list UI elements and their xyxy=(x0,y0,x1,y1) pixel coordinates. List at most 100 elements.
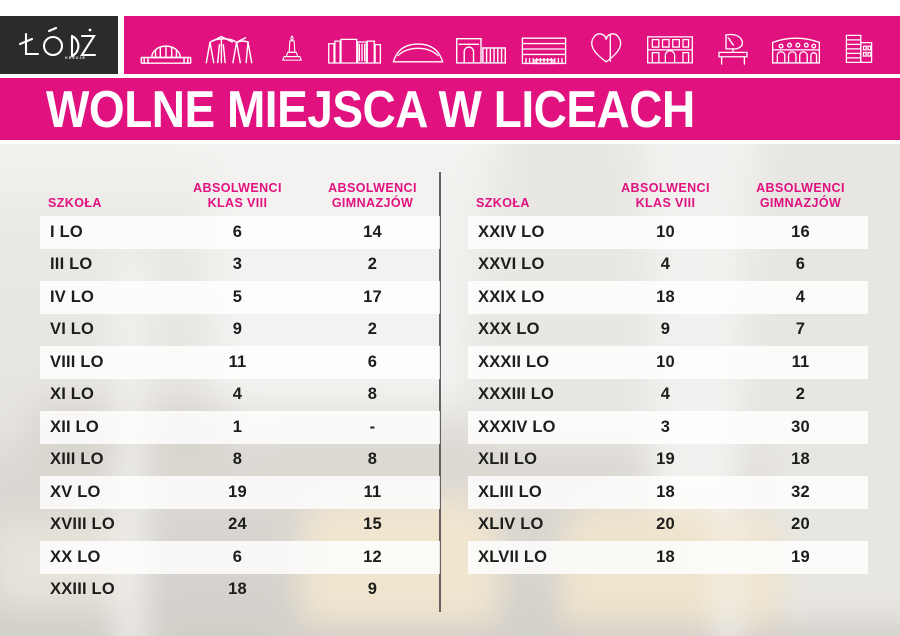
piano-bench-icon xyxy=(705,23,761,67)
header-gymnasium-left: ABSOLWENCI GIMNAZJÓW xyxy=(305,181,440,210)
table-row: XIII LO 8 8 xyxy=(40,444,440,477)
table-row: XX LO 6 12 xyxy=(40,541,440,574)
cell-gymnasium: 14 xyxy=(363,222,382,241)
cell-school: XXIII LO xyxy=(50,580,115,599)
table-row: XXVI LO 4 6 xyxy=(468,249,868,282)
cell-gymnasium: 30 xyxy=(791,417,810,436)
schools-table-left: SZKOŁA ABSOLWENCI KLAS VIII ABSOLWENCI G… xyxy=(40,144,440,606)
header-grade8-line2-right: KLAS VIII xyxy=(635,195,696,210)
table-row: XVIII LO 24 15 xyxy=(40,509,440,542)
cell-school: XLII LO xyxy=(478,450,538,469)
cell-school: XLVII LO xyxy=(478,547,548,566)
cell-grade8: 20 xyxy=(656,515,675,534)
header-gymnasium-line1-right: ABSOLWENCI xyxy=(756,181,845,196)
palace-icon xyxy=(642,23,698,67)
table-body-right: XXIV LO 10 16 XXVI LO 4 6 XXIX LO 18 4 XXX LO 9 7 XX… xyxy=(468,216,868,574)
cell-grade8: 11 xyxy=(228,352,247,371)
cell-grade8: 10 xyxy=(656,352,675,371)
cell-grade8: 19 xyxy=(228,482,247,501)
kosciuszko-monument-icon xyxy=(264,23,320,67)
cell-grade8: 18 xyxy=(656,547,675,566)
cell-school: XXX LO xyxy=(478,320,540,339)
cell-grade8: 8 xyxy=(232,450,243,469)
header-grade8-right: ABSOLWENCI KLAS VIII xyxy=(598,181,733,210)
cell-school: XXXII LO xyxy=(478,352,550,371)
tent-pavilion-icon xyxy=(201,23,257,67)
table-header-row-left: SZKOŁA ABSOLWENCI KLAS VIII ABSOLWENCI G… xyxy=(40,144,440,216)
cell-grade8: 9 xyxy=(660,320,671,339)
schools-table-right: SZKOŁA ABSOLWENCI KLAS VIII ABSOLWENCI G… xyxy=(468,144,868,574)
title-banner: WOLNE MIEJSCA W LICEACH xyxy=(0,78,900,140)
cell-gymnasium: 11 xyxy=(791,352,810,371)
table-row: III LO 3 2 xyxy=(40,249,440,282)
cell-gymnasium: 2 xyxy=(795,385,806,404)
cell-gymnasium: 16 xyxy=(791,222,810,241)
table-row: IV LO 5 17 xyxy=(40,281,440,314)
cell-gymnasium: 19 xyxy=(791,547,810,566)
table-row: VI LO 9 2 xyxy=(40,314,440,347)
manufaktura-gate-icon xyxy=(453,23,509,67)
cell-school: VIII LO xyxy=(50,352,104,371)
cell-gymnasium: 11 xyxy=(363,482,382,501)
table-row: XLIV LO 20 20 xyxy=(468,509,868,542)
table-row: XXIX LO 18 4 xyxy=(468,281,868,314)
table-row: XLIII LO 18 32 xyxy=(468,476,868,509)
cell-gymnasium: 6 xyxy=(367,352,378,371)
cell-grade8: 18 xyxy=(228,580,247,599)
cell-grade8: 10 xyxy=(656,222,675,241)
cell-grade8: 24 xyxy=(228,515,247,534)
header-gymnasium-line2-right: GIMNAZJÓW xyxy=(759,195,842,210)
cell-gymnasium: 15 xyxy=(363,515,382,534)
market-hall-icon xyxy=(138,23,194,67)
table-header-row-right: SZKOŁA ABSOLWENCI KLAS VIII ABSOLWENCI G… xyxy=(468,144,868,216)
header-grade8-line1-right: ABSOLWENCI xyxy=(621,181,710,196)
cell-school: XIII LO xyxy=(50,450,104,469)
table-row: VIII LO 11 6 xyxy=(40,346,440,379)
cell-gymnasium: 12 xyxy=(363,547,382,566)
cell-school: XXXIV LO xyxy=(478,417,556,436)
cell-grade8: 3 xyxy=(232,255,243,274)
office-tower-icon xyxy=(831,23,887,67)
cell-grade8: 6 xyxy=(232,222,243,241)
cell-gymnasium: 18 xyxy=(791,450,810,469)
cell-school: III LO xyxy=(50,255,93,274)
philharmonic-icon xyxy=(516,23,572,67)
heart-of-lodz-icon xyxy=(579,23,635,67)
table-row: XXXII LO 10 11 xyxy=(468,346,868,379)
tables-container: SZKOŁA ABSOLWENCI KLAS VIII ABSOLWENCI G… xyxy=(0,144,900,636)
cell-gymnasium: 6 xyxy=(795,255,806,274)
cell-grade8: 19 xyxy=(656,450,675,469)
cell-school: XI LO xyxy=(50,385,95,404)
cell-gymnasium: 7 xyxy=(795,320,806,339)
cell-gymnasium: 20 xyxy=(791,515,810,534)
table-row: XLVII LO 18 19 xyxy=(468,541,868,574)
cell-school: XX LO xyxy=(50,547,101,566)
column-divider xyxy=(439,172,441,612)
cell-grade8: 18 xyxy=(656,287,675,306)
cell-school: XLIII LO xyxy=(478,482,542,501)
cell-school: XXVI LO xyxy=(478,255,545,274)
cell-grade8: 1 xyxy=(232,417,243,436)
cell-grade8: 9 xyxy=(232,320,243,339)
header-gymnasium-line2-left: GIMNAZJÓW xyxy=(331,195,414,210)
table-row: XXIV LO 10 16 xyxy=(468,216,868,249)
table-row: XV LO 19 11 xyxy=(40,476,440,509)
header-grade8-line1-left: ABSOLWENCI xyxy=(193,181,282,196)
header-gymnasium-right: ABSOLWENCI GIMNAZJÓW xyxy=(733,181,868,210)
header-gymnasium-line1-left: ABSOLWENCI xyxy=(328,181,417,196)
header-grade8-line2-left: KLAS VIII xyxy=(207,195,268,210)
table-row: XI LO 4 8 xyxy=(40,379,440,412)
cell-gymnasium: 8 xyxy=(367,385,378,404)
cell-gymnasium: - xyxy=(369,417,376,436)
cell-gymnasium: 2 xyxy=(367,255,378,274)
top-bar: KREUJE xyxy=(0,16,900,74)
table-row: XXX LO 9 7 xyxy=(468,314,868,347)
cell-school: I LO xyxy=(50,222,83,241)
cell-gymnasium: 32 xyxy=(791,482,810,501)
cell-school: IV LO xyxy=(50,287,95,306)
logo-subtext: KREUJE xyxy=(65,56,86,60)
landmark-icon-strip xyxy=(124,16,900,74)
cell-school: XV LO xyxy=(50,482,101,501)
ec1-power-plant-icon xyxy=(327,23,383,67)
